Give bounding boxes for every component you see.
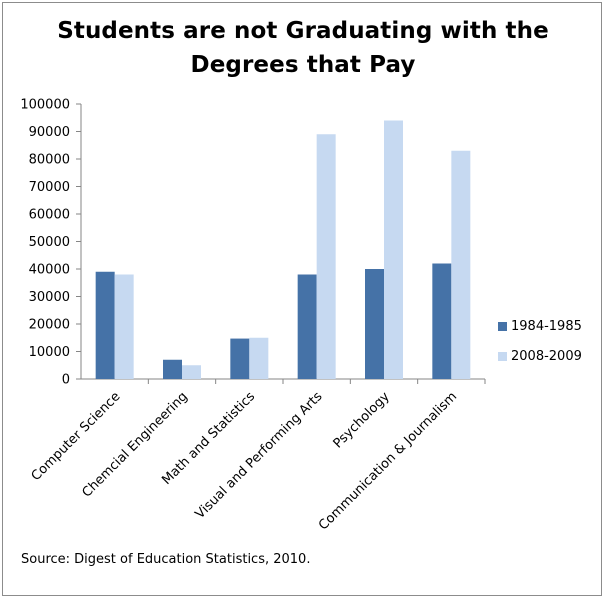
- y-tick-labels: 0 10000 20000 30000 40000 50000 60000 70000 8000…: [20, 98, 70, 388]
- legend-item-series-1: 1984-1985: [498, 318, 582, 334]
- y-tick-label: 10000: [29, 345, 70, 360]
- y-tick-label: 90000: [29, 125, 70, 140]
- legend-swatch-series-2: [498, 351, 507, 361]
- x-category-label: Psychology: [331, 389, 393, 451]
- bar-series-1: [297, 274, 317, 379]
- bar-series-2: [249, 337, 269, 379]
- legend-label-series-1: 1984-1985: [511, 318, 582, 334]
- y-tick-label: 80000: [29, 153, 70, 168]
- y-tick-label: 50000: [29, 235, 70, 250]
- chart-title: Students are not Graduating with the Deg…: [0, 14, 606, 82]
- bar-series-1: [163, 359, 182, 379]
- chart-axes: [76, 103, 486, 384]
- legend-label-series-2: 2008-2009: [511, 348, 582, 364]
- bar-series-1: [365, 269, 384, 379]
- chart-title-line-2: Degrees that Pay: [190, 52, 416, 78]
- y-tick-label: 30000: [29, 290, 70, 305]
- bar-series-2: [451, 150, 471, 379]
- y-tick-label: 60000: [29, 208, 70, 223]
- bar-series-2: [384, 120, 403, 379]
- chart-legend: 1984-1985 2008-2009: [498, 318, 582, 378]
- chart-title-line-1: Students are not Graduating with the: [57, 18, 549, 44]
- bar-series-2: [316, 134, 336, 379]
- bar-series-2: [182, 365, 201, 379]
- x-category-label: Visual and Performing Arts: [193, 389, 326, 522]
- bar-series-1: [432, 263, 452, 379]
- y-tick-label: 20000: [29, 318, 70, 333]
- bar-series-1: [230, 338, 250, 379]
- y-tick-label: 40000: [29, 263, 70, 278]
- y-tick-label: 100000: [20, 98, 70, 113]
- bar-series-2: [114, 274, 134, 379]
- chart-bars: [95, 120, 471, 379]
- x-category-label: Communication & Journalism: [316, 389, 460, 533]
- bar-series-1: [95, 271, 115, 379]
- y-tick-label: 0: [62, 373, 70, 388]
- legend-item-series-2: 2008-2009: [498, 348, 582, 364]
- source-note: Source: Digest of Education Statistics, …: [21, 552, 311, 567]
- y-tick-label: 70000: [29, 180, 70, 195]
- legend-swatch-series-1: [498, 321, 507, 331]
